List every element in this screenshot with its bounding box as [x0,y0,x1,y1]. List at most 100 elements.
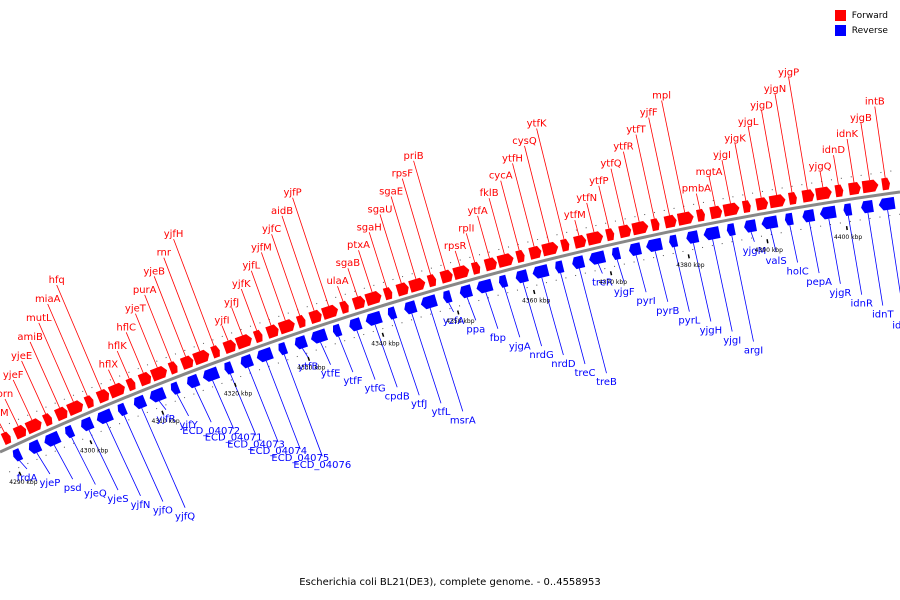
gene-label-yjfQ: yjfQ [175,512,195,523]
gene-arrow-psd [44,430,62,447]
kbp-tick [845,225,848,231]
gene-arrow-orn [12,424,27,440]
gene-label-ytfE: ytfE [321,369,341,380]
gene-arrow-ytfH [528,245,542,260]
gene-leader-mgtA [708,176,716,207]
gene-leader-rpsR [454,250,461,267]
gene-arrow-ECD_04073 [224,361,235,375]
gene-leader-yjfM [261,252,286,321]
gene-leader-ytfL [411,313,442,404]
gene-label-hflX: hflX [99,360,119,371]
gene-arrow-pepA [802,209,816,223]
gene-leader-mutL [38,322,74,403]
gene-leader-rplI [465,233,476,263]
gene-arrow-treC [555,260,565,274]
gene-leader-yjfO [123,415,164,502]
gene-label-pyrL: pyrL [678,316,700,327]
kbp-tick [532,289,536,295]
gene-leader-intB [874,106,886,178]
gene-label-yjgP: yjgP [778,67,799,78]
gene-label-cycA: cycA [489,171,513,182]
gene-arrow-ytfB [294,335,308,350]
gene-arrow-miaA [83,395,94,409]
gene-arrow-yjeS [81,416,95,432]
gene-arrow-yjgA [499,274,509,288]
kbp-tick [307,356,311,362]
gene-label-yjfK: yjfK [232,279,251,290]
gene-leader-yjfQ [141,407,186,508]
gene-label-ytfP: ytfP [589,176,608,187]
gene-leader-yjeB [153,276,186,357]
kbp-tick-label: 4290 kbp [9,479,37,486]
gene-leader-ECD_04071 [212,380,234,429]
gene-label-yjgH: yjgH [700,326,723,337]
gene-label-yjgF: yjgF [614,287,635,298]
gene-arrow-ytfE [311,328,329,344]
gene-label-yjeT: yjeT [125,304,147,315]
gene-arrow-mgtA [709,205,723,220]
gene-leader-treR [597,263,603,274]
gene-arrow-ytfQ [618,224,632,239]
gene-label-yjgM: yjgM [743,246,767,257]
gene-leader-ytfM [574,219,580,236]
kbp-tick [161,410,165,415]
gene-arrow-yjgH [686,230,700,244]
gene-label-ECD_04073: ECD_04073 [227,439,285,450]
gene-label-ytfQ: ytfQ [600,159,621,170]
gene-label-rpsR: rpsR [444,241,467,252]
gene-label-valS: valS [766,256,787,267]
gene-arrow-yjgP [801,189,815,203]
gene-leader-priB [413,160,446,271]
gene-arrow-sgaB [351,295,366,310]
gene-arrow-pyrB [646,237,663,252]
gene-arrow-sgaH [382,287,393,301]
gene-leader-idnR [847,215,863,295]
gene-leader-fbp [485,292,499,329]
gene-arrow-mutL [66,400,84,416]
kbp-tick-label: 4400 kbp [834,234,862,241]
gene-label-idnD: idnD [822,145,845,156]
kbp-tick-label: 4310 kbp [151,418,179,425]
gene-arrow-hfq [95,389,110,404]
gene-label-ytfM: ytfM [564,210,586,221]
gene-leader-ppa [466,297,477,321]
gene-leader-ECD_04075 [265,360,301,450]
gene-leader-pmbA [696,193,701,210]
gene-arrow-yjeE [42,413,53,427]
gene-arrow-ytfK [560,238,570,252]
gene-leader-idnT [867,212,884,306]
gene-leader-pyrL [673,247,690,312]
gene-leader-pyrB [654,251,669,302]
gene-leader-yjgP [788,77,808,190]
gene-leader-hflX [108,369,116,385]
legend-forward-label: Forward [851,10,888,21]
gene-label-yjeS: yjeS [107,494,128,505]
gene-label-fklB: fklB [480,188,499,199]
gene-label-yjeP: yjeP [39,478,60,489]
gene-arrow-yjeF [24,418,42,435]
gene-label-holC: holC [786,267,808,278]
gene-leader-yjfK [240,288,258,331]
gene-leader-yjgQ [819,171,824,188]
gene-arrow-sgaU [395,282,409,297]
gene-leader-cysQ [524,145,550,243]
gene-arrow-intB [881,177,890,191]
gene-arrow-argI [726,223,736,237]
gene-arrow-sgaE [408,277,426,293]
kbp-tick-label: 4300 kbp [80,448,108,455]
gene-label-mpl: mpl [652,91,671,102]
gene-leader-ulaA [337,286,344,302]
gene-label-sgaB: sgaB [336,258,361,269]
gene-arrow-pyrL [669,234,679,248]
gene-label-yjgA: yjgA [509,341,531,352]
gene-arrow-yjfC [295,314,306,329]
gene-label-treR: treR [592,278,613,289]
gene-arrow-treR [589,250,607,265]
gene-label-yjfF: yjfF [640,108,658,119]
kbp-tick [18,471,22,476]
gene-arrow-ytfP [605,228,615,242]
gene-arrow-aidB [308,309,322,324]
gene-label-yjeF: yjeF [3,370,24,381]
gene-leader-yjeS [88,429,119,491]
